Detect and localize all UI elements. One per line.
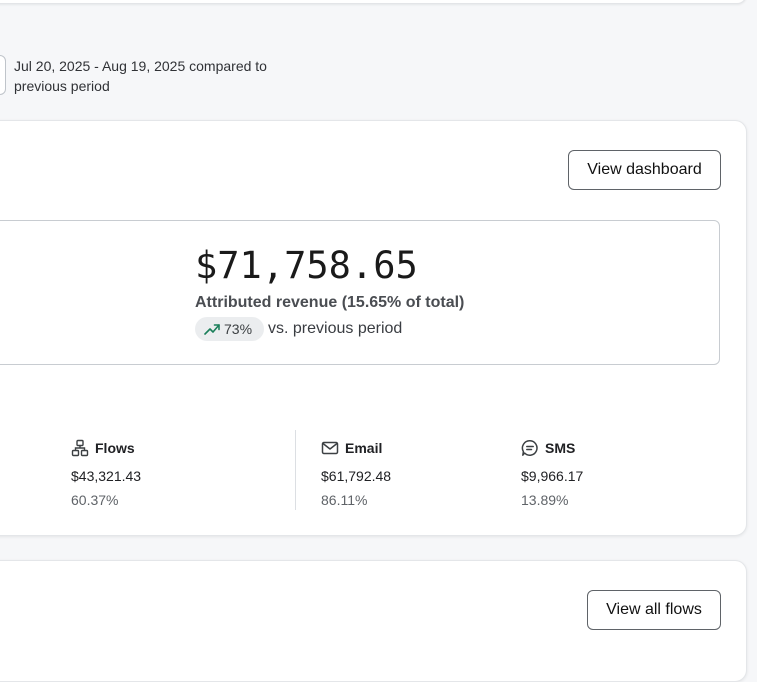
channel-title: SMS [545,440,576,456]
channel-percent: 13.89% [521,492,569,508]
view-dashboard-button[interactable]: View dashboard [568,150,721,190]
revenue-amount: $71,758.65 [195,244,418,287]
channel-percent: 86.11% [321,492,368,508]
channel-metric-email: Email $61,792.48 86.11% [321,438,391,510]
channel-metric-sms: SMS $9,966.17 13.89% [521,438,583,510]
channel-title: Flows [95,440,135,456]
date-range-text: Jul 20, 2025 - Aug 19, 2025 compared to … [14,58,267,94]
channel-amount: $43,321.43 [71,468,142,484]
channel-amount: $9,966.17 [521,468,584,484]
channel-amount: $61,792.48 [321,468,392,484]
previous-card-edge [0,0,747,4]
email-icon [321,439,339,457]
trend-value: 73% [224,321,253,337]
trend-badge: 73% [195,317,264,341]
metric-divider [295,430,296,510]
trend-comparison-label: vs. previous period [268,320,403,337]
date-range-picker[interactable] [0,55,6,95]
revenue-label: Attributed revenue (15.65% of total) [195,294,465,311]
sms-icon [521,439,539,457]
channel-metric-flows: Flows $43,321.43 60.37% [71,438,141,510]
view-all-flows-button[interactable]: View all flows [587,590,721,630]
flows-icon [71,439,89,457]
attributed-revenue-panel [0,220,720,365]
trending-up-icon [204,322,220,336]
channel-percent: 60.37% [71,492,119,508]
channel-title: Email [345,440,383,456]
